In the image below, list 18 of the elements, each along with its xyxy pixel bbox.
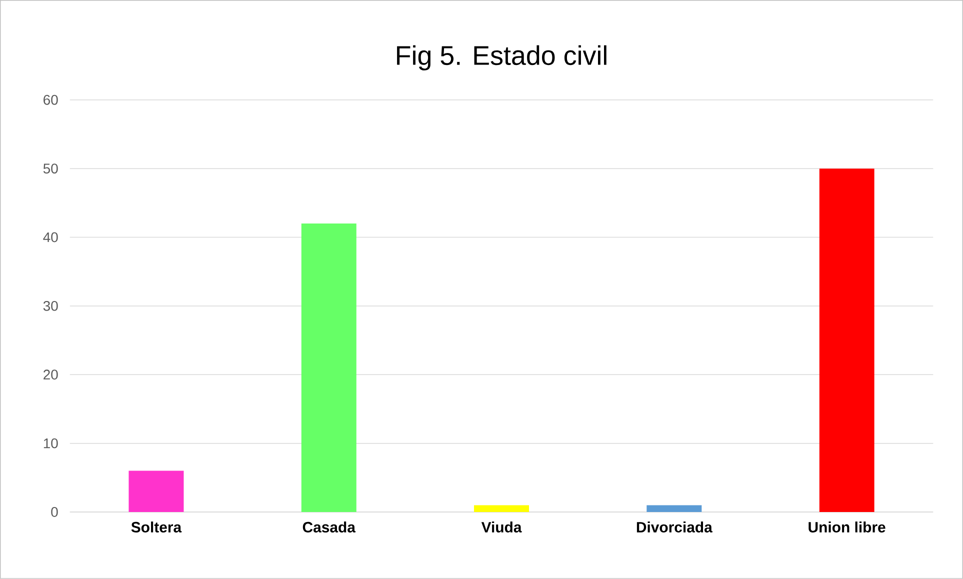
x-tick-label: Soltera [131,522,182,533]
x-tick-label: Viuda [481,522,522,533]
y-tick-label: 10 [44,438,58,448]
bar [474,505,530,512]
chart-title: Fig 5. Estado civil [397,45,606,70]
y-tick-label: 60 [44,94,58,105]
x-tick-label: Casada [302,522,356,533]
y-tick-label: 30 [43,301,58,311]
bar [646,505,702,512]
y-tick-label: 50 [43,164,58,174]
x-tick-label: Union libre [808,522,886,533]
bar [128,470,184,512]
bar [819,168,874,512]
y-tick-label: 20 [44,370,58,380]
bar [301,224,356,512]
y-tick-label: 40 [43,232,58,242]
y-tick-label: 0 [51,507,58,517]
x-tick-label: Divorciada [636,522,712,533]
